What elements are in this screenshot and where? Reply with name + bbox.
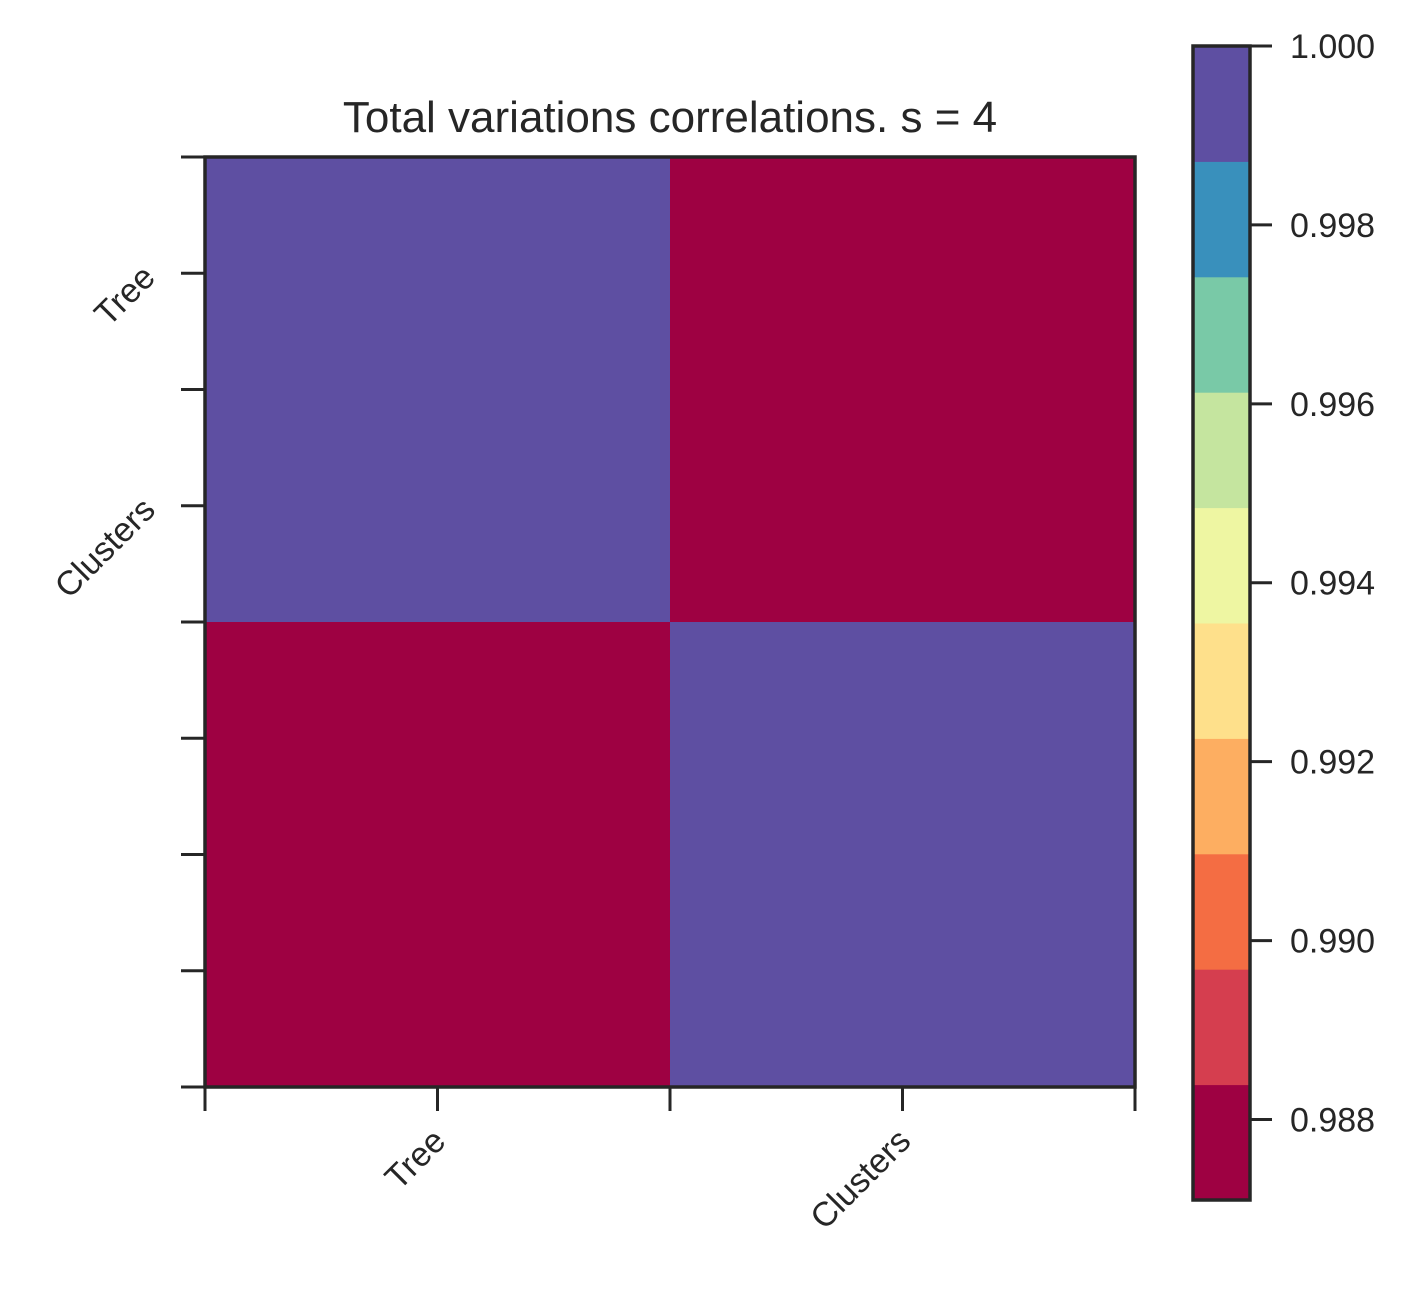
colorbar-frame bbox=[1191, 44, 1252, 1202]
colorbar-segment-8 bbox=[1193, 161, 1250, 278]
colorbar-segment-5 bbox=[1193, 507, 1250, 624]
colorbar-tick-label: 0.994 bbox=[1290, 565, 1375, 603]
heatmap-cell-1-1 bbox=[670, 622, 1136, 1088]
colorbar-segment-4 bbox=[1193, 623, 1250, 739]
y-tick-label: Clusters bbox=[48, 491, 163, 606]
colorbar-segment-3 bbox=[1193, 738, 1250, 855]
x-axis-ticks bbox=[203, 1087, 1137, 1111]
y-tick-label: Tree bbox=[87, 258, 162, 333]
x-tick-label: Tree bbox=[378, 1122, 453, 1197]
plot-frame bbox=[203, 155, 1137, 1089]
chart-title: Total variations correlations. s = 4 bbox=[343, 93, 997, 142]
colorbar-tick-label: 1.000 bbox=[1290, 28, 1375, 66]
colorbar-segment-9 bbox=[1193, 46, 1250, 162]
colorbar-segment-0 bbox=[1193, 1084, 1250, 1201]
colorbar-tick-label: 0.990 bbox=[1290, 923, 1375, 961]
colorbar-tick-label: 0.998 bbox=[1290, 207, 1375, 245]
heatmap-cell-1-0 bbox=[205, 622, 671, 1088]
colorbar-tick-label: 0.988 bbox=[1290, 1101, 1375, 1139]
colorbar-tick-label: 0.992 bbox=[1290, 744, 1375, 782]
heatmap-cell-0-0 bbox=[205, 157, 671, 623]
heatmap-cells bbox=[205, 157, 1136, 1088]
y-axis-tick-labels: Tree Clusters bbox=[48, 258, 163, 606]
x-tick-label: Clusters bbox=[803, 1122, 918, 1237]
colorbar: 0.988 0.990 0.992 0.994 0.996 0.998 1.000 bbox=[1191, 28, 1375, 1202]
colorbar-segment-2 bbox=[1193, 853, 1250, 970]
colorbar-segment-7 bbox=[1193, 276, 1250, 393]
y-axis-ticks bbox=[181, 155, 205, 1089]
colorbar-segment-1 bbox=[1193, 969, 1250, 1086]
colorbar-tick-label: 0.996 bbox=[1290, 386, 1375, 424]
heatmap-cell-0-1 bbox=[670, 157, 1136, 623]
x-axis-tick-labels: Tree Clusters bbox=[378, 1122, 918, 1237]
colorbar-segment-6 bbox=[1193, 392, 1250, 509]
